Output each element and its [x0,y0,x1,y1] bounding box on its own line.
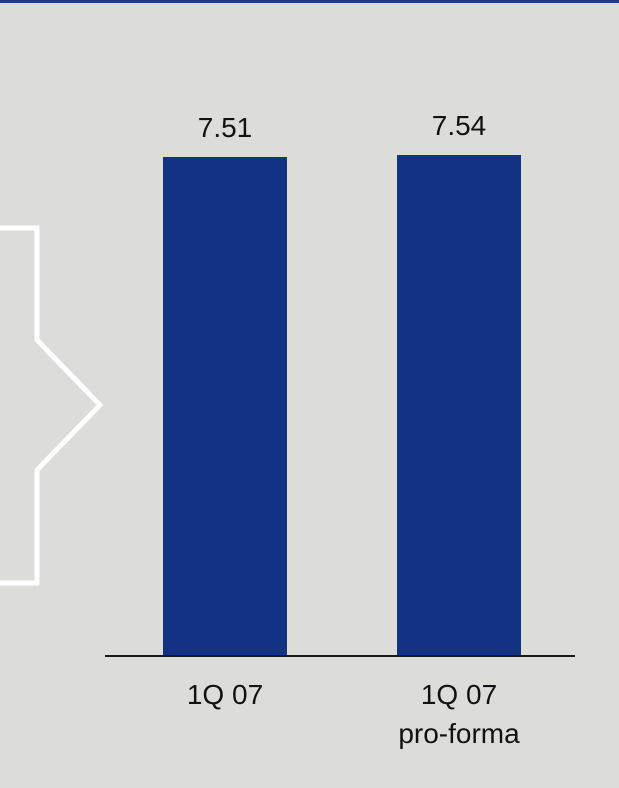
value-label-2: 7.54 [432,110,487,141]
bar-2 [397,155,521,656]
top-rule [0,0,619,3]
x-tick-label-2-line-1: 1Q 07 [421,679,497,710]
right-arrow-outline-icon [0,225,104,586]
value-label-1: 7.51 [198,112,253,143]
bar-1 [163,156,287,657]
bars-layer [163,155,521,657]
x-tick-labels-layer: 1Q 07 1Q 07 pro-forma [187,679,520,749]
x-tick-label-1-line-1: 1Q 07 [187,679,263,710]
value-labels-layer: 7.51 7.54 [198,110,487,143]
x-tick-label-2-line-2: pro-forma [398,718,520,749]
